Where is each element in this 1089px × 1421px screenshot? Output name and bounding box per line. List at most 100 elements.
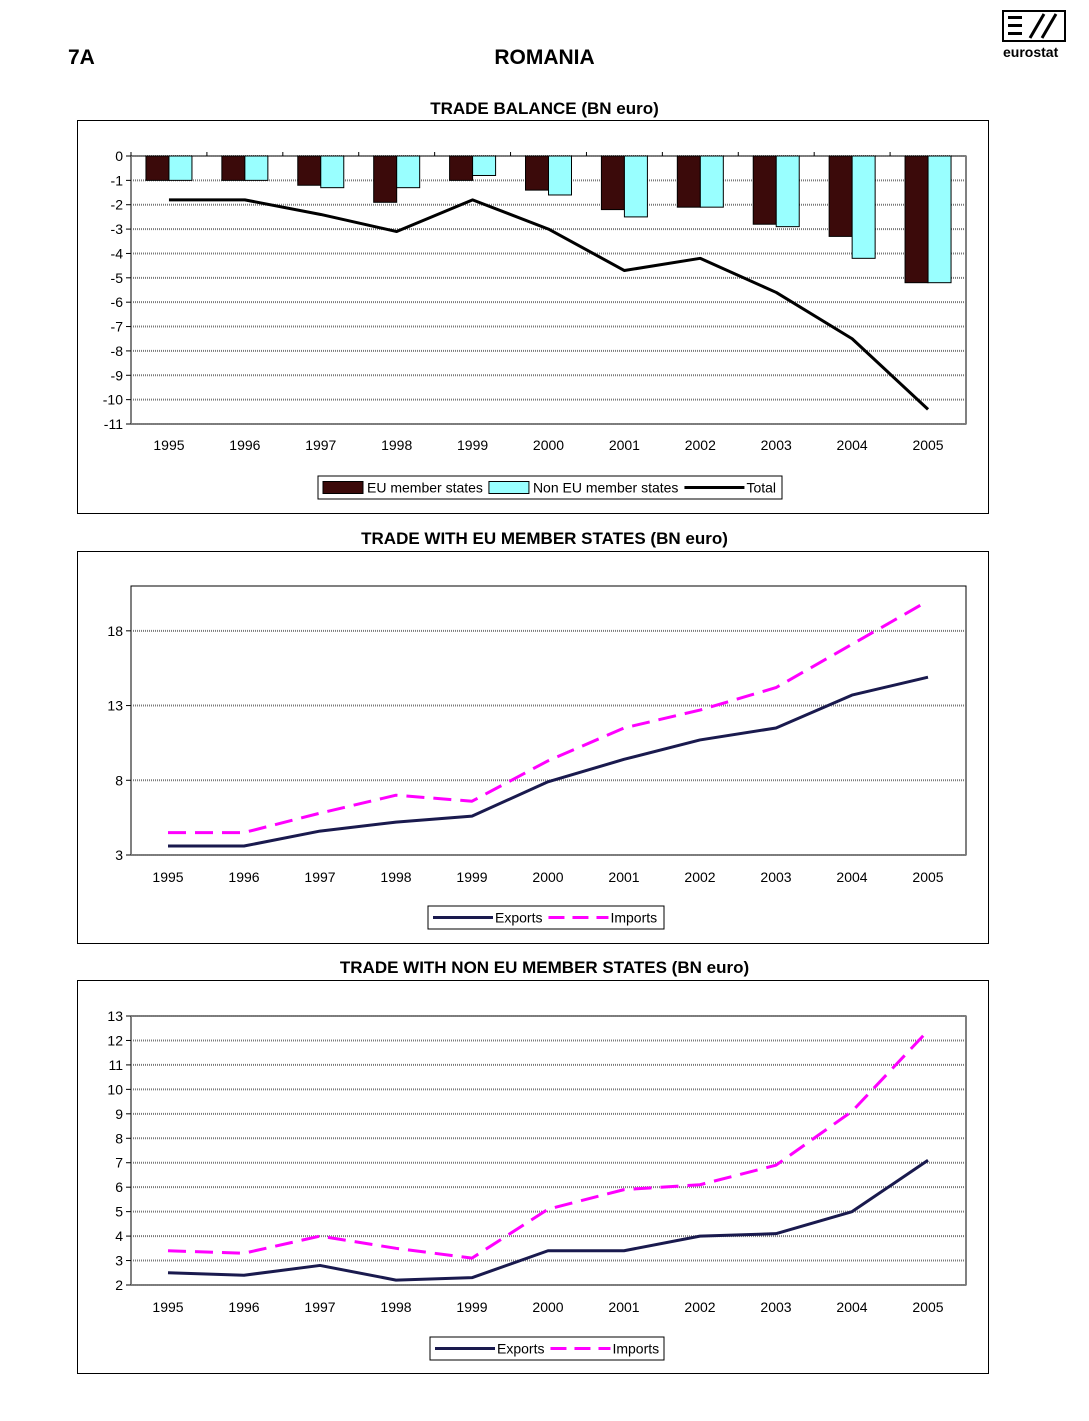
legend-box <box>427 905 665 930</box>
y-tick-label: 12 <box>107 1032 123 1048</box>
legend-label: Imports <box>610 910 657 926</box>
series-line <box>168 599 929 835</box>
y-tick-label: 0 <box>115 148 123 164</box>
bar <box>168 155 193 181</box>
x-tick-label: 2004 <box>837 437 868 453</box>
x-tick-label: 2002 <box>684 1299 715 1315</box>
y-tick-label: 18 <box>107 623 123 639</box>
plot-area <box>130 1015 967 1286</box>
y-tick-label: 2 <box>115 1277 123 1293</box>
x-tick-label: 1997 <box>304 1299 335 1315</box>
chart-title: TRADE WITH EU MEMBER STATES (BN euro) <box>361 529 728 548</box>
legend-label: Total <box>746 480 776 496</box>
legend-label: Exports <box>497 1341 544 1357</box>
chart-title: TRADE BALANCE (BN euro) <box>430 99 659 118</box>
y-tick-label: -3 <box>111 221 124 237</box>
legend-label: Imports <box>612 1341 659 1357</box>
series-line <box>167 1029 930 1260</box>
y-tick-label: 3 <box>115 1253 123 1269</box>
series-line <box>168 198 930 411</box>
y-tick-label: 4 <box>115 1228 123 1244</box>
x-tick-label: 1999 <box>456 1299 487 1315</box>
x-tick-label: 2001 <box>609 437 640 453</box>
bar <box>775 155 800 228</box>
y-tick-label: 8 <box>115 772 123 788</box>
x-tick-label: 1996 <box>228 1299 259 1315</box>
bar <box>320 155 345 189</box>
y-tick-label: 11 <box>108 1057 123 1073</box>
x-tick-label: 1997 <box>304 869 335 885</box>
x-tick-label: 2002 <box>684 869 715 885</box>
y-tick-label: -6 <box>111 294 124 310</box>
legend-label: Exports <box>495 910 542 926</box>
bar <box>927 155 952 284</box>
x-tick-label: 1995 <box>153 437 184 453</box>
x-tick-label: 1998 <box>381 437 412 453</box>
x-tick-label: 1999 <box>457 437 488 453</box>
y-tick-label: -1 <box>111 172 124 188</box>
y-tick-label: -7 <box>111 319 124 335</box>
y-tick-label: -10 <box>103 392 123 408</box>
y-tick-label: 3 <box>115 847 123 863</box>
x-tick-label: 1999 <box>456 869 487 885</box>
y-tick-label: -2 <box>111 197 124 213</box>
x-tick-label: 1996 <box>229 437 260 453</box>
x-tick-label: 2000 <box>532 1299 563 1315</box>
x-tick-label: 1998 <box>380 869 411 885</box>
y-tick-label: 13 <box>107 698 123 714</box>
legend-swatch <box>488 481 530 494</box>
chart-title: TRADE WITH NON EU MEMBER STATES (BN euro… <box>339 958 750 977</box>
x-tick-label: 1995 <box>152 869 183 885</box>
bar <box>548 155 572 196</box>
plot-area <box>130 155 967 425</box>
y-tick-label: 8 <box>115 1130 123 1146</box>
legend-box <box>317 475 783 500</box>
bar <box>244 155 269 181</box>
legend-label: EU member states <box>367 480 483 496</box>
series-line <box>167 1159 929 1282</box>
x-tick-label: 2001 <box>608 1299 639 1315</box>
x-tick-label: 2005 <box>912 437 943 453</box>
y-tick-label: 5 <box>115 1204 123 1220</box>
x-tick-label: 2005 <box>912 1299 943 1315</box>
legend-box <box>429 1336 665 1361</box>
x-tick-label: 1995 <box>152 1299 183 1315</box>
x-tick-label: 2005 <box>912 869 943 885</box>
y-tick-label: -9 <box>111 367 124 383</box>
eurostat-logo: eurostat <box>1002 10 1066 60</box>
y-tick-label: 10 <box>107 1081 123 1097</box>
legend-label: Non EU member states <box>533 480 679 496</box>
plot-area <box>130 585 967 856</box>
x-tick-label: 2000 <box>532 869 563 885</box>
page-title: ROMANIA <box>494 46 595 69</box>
legend-swatch <box>322 481 364 494</box>
bar <box>396 155 421 189</box>
y-tick-label: -11 <box>104 416 123 432</box>
x-tick-label: 2004 <box>836 1299 867 1315</box>
bar <box>851 155 876 259</box>
y-tick-label: 7 <box>115 1155 123 1171</box>
x-tick-label: 2004 <box>836 869 867 885</box>
y-tick-label: -4 <box>111 245 124 261</box>
y-tick-label: 9 <box>115 1106 123 1122</box>
x-tick-label: 2000 <box>533 437 564 453</box>
x-tick-label: 1997 <box>305 437 336 453</box>
bar <box>472 155 497 176</box>
y-tick-label: 6 <box>115 1179 123 1195</box>
x-tick-label: 2001 <box>608 869 639 885</box>
x-tick-label: 2003 <box>760 1299 791 1315</box>
bar <box>623 155 648 218</box>
y-tick-label: 13 <box>107 1008 123 1024</box>
y-tick-label: -8 <box>111 343 124 359</box>
page-label: 7A <box>68 46 95 69</box>
bar <box>699 155 724 208</box>
series-line <box>168 675 929 848</box>
svg-text:eurostat: eurostat <box>1003 44 1059 60</box>
x-tick-label: 1996 <box>228 869 259 885</box>
x-tick-label: 1998 <box>380 1299 411 1315</box>
y-tick-label: -5 <box>111 270 124 286</box>
x-tick-label: 2003 <box>761 437 792 453</box>
